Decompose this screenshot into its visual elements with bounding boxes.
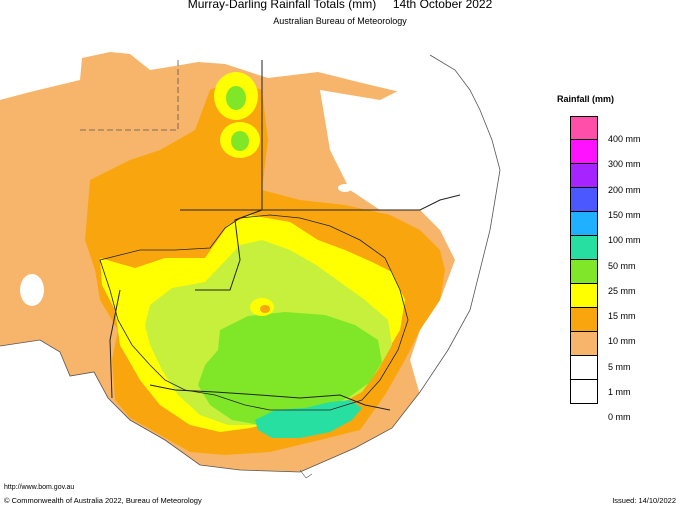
legend-label: 25 mm (608, 285, 636, 296)
legend-label: 150 mm (608, 209, 641, 220)
legend-title: Rainfall (mm) (557, 94, 615, 104)
coastline (0, 54, 501, 473)
state-border-vic-nsw (149, 384, 391, 411)
legend-swatch (570, 188, 598, 212)
legend-label: 0 mm (608, 412, 631, 423)
legend-label: 15 mm (608, 311, 636, 322)
legend-label: 100 mm (608, 235, 641, 246)
north-25mm-blob (226, 86, 246, 110)
basin-outline (99, 214, 409, 411)
band-50mm (255, 400, 362, 438)
map-title: Murray-Darling Rainfall Totals (mm) 14th… (187, 0, 493, 11)
footer-issued: Issued: 14/10/2022 (612, 496, 676, 505)
legend-label: 10 mm (608, 336, 636, 347)
legend-label: 1 mm (608, 387, 631, 397)
map-subtitle: Australian Bureau of Meteorology (273, 16, 407, 26)
legend-swatch (570, 356, 598, 380)
nt-border (80, 60, 179, 131)
state-border-qld-nsw (180, 194, 461, 211)
legend-label: 50 mm (608, 260, 636, 271)
rainfall-map (0, 52, 501, 485)
legend-swatch (570, 380, 598, 404)
state-border-sa-vic (109, 289, 121, 399)
land-0mm-east (320, 85, 490, 395)
legend-swatch (570, 140, 598, 164)
legend-swatch (570, 116, 598, 140)
band-25mm (198, 312, 382, 425)
footer-url: http://www.bom.gov.au (4, 484, 75, 491)
north2-25mm-blob (231, 131, 249, 151)
legend-swatch (570, 332, 598, 356)
legend-label: 300 mm (608, 159, 641, 170)
footer-copyright: © Commonwealth of Australia 2022, Bureau… (4, 496, 202, 505)
legend-label: 200 mm (608, 184, 641, 195)
state-border-sa-nsw (195, 60, 263, 291)
legend-swatch (570, 284, 598, 308)
legend-label: 5 mm (608, 361, 631, 372)
legend-swatch (570, 308, 598, 332)
legend-swatch (570, 260, 598, 284)
centre-5mm-spot (260, 305, 270, 313)
legend-swatch (570, 236, 598, 260)
legend (570, 116, 598, 404)
dry-spot-west (20, 274, 44, 306)
legend-swatch (570, 164, 598, 188)
dry-spot (338, 184, 352, 192)
bass-strait-islands (299, 469, 313, 479)
ocean-south (0, 330, 470, 485)
legend-label: 400 mm (608, 134, 641, 144)
legend-swatch (570, 212, 598, 236)
